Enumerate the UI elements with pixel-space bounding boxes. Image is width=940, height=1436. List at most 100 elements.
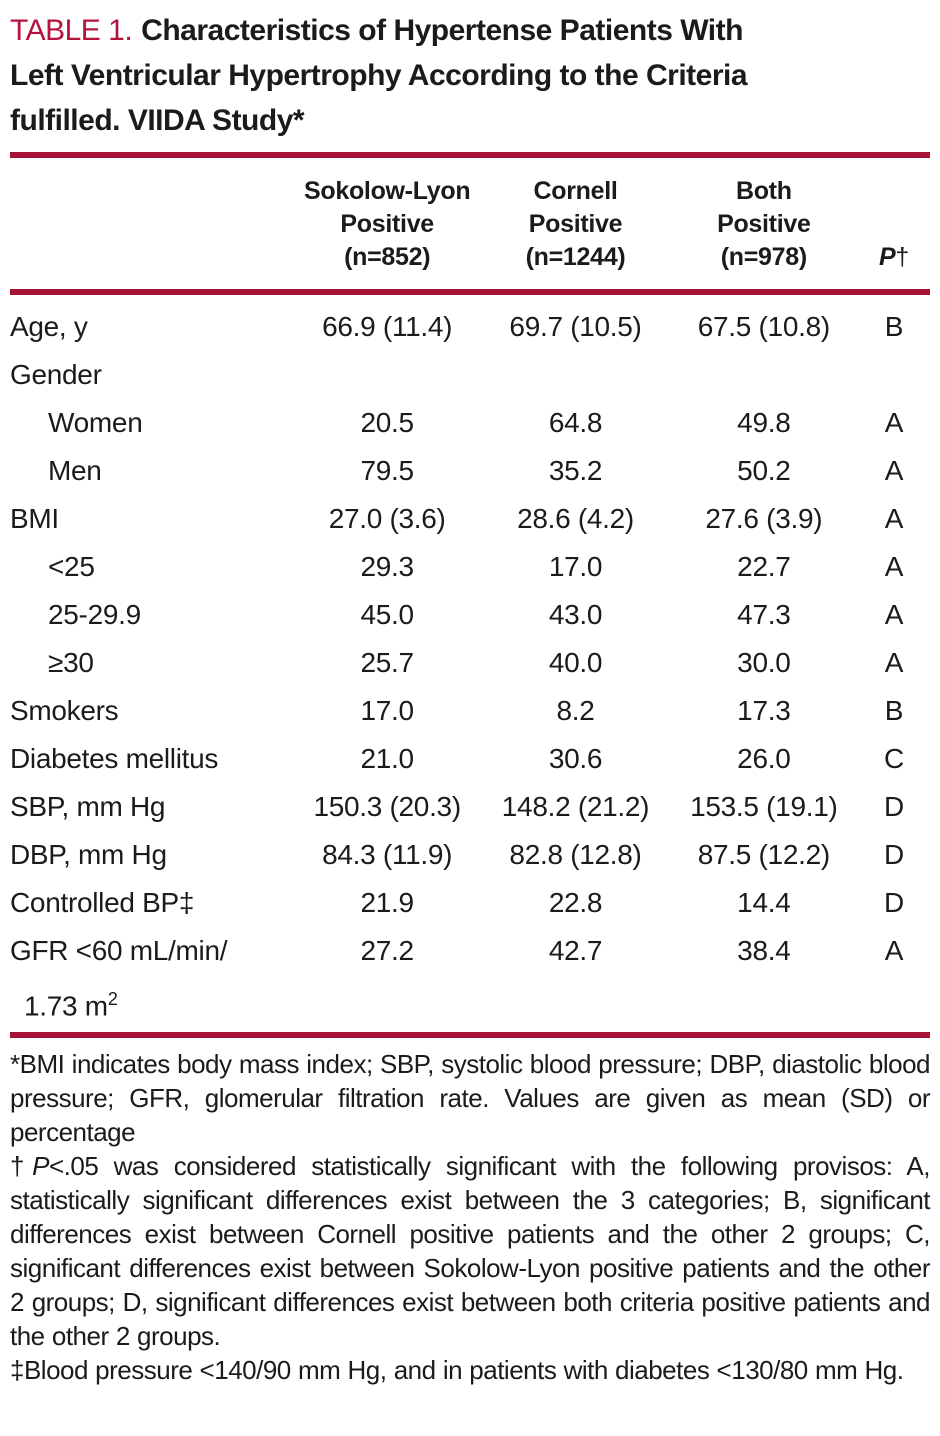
- header-cornell: Cornell Positive (n=1244): [481, 175, 669, 274]
- cell-cornell: 30.6: [548, 743, 603, 774]
- cell-cornell: 42.7: [548, 935, 603, 966]
- row-label-text: Age, y: [10, 311, 88, 342]
- row-label: BMI: [10, 495, 293, 543]
- cell-both: 47.3: [737, 599, 791, 630]
- footnote-p-symbol: P: [32, 1151, 49, 1182]
- row-label-text: Men: [48, 455, 102, 486]
- table-row: Controlled BP‡ 21.9 22.8 14.4 D: [10, 879, 930, 927]
- cell-sokolow-lyon: 27.0 (3.6): [328, 503, 446, 534]
- header-p-value: P†: [858, 241, 930, 274]
- cell-p-value: D: [884, 887, 904, 918]
- cell-cornell: 28.6 (4.2): [517, 503, 634, 534]
- cell-both: 67.5 (10.8): [697, 311, 830, 342]
- cell-both: 27.6 (3.9): [705, 503, 823, 534]
- row-label-text: GFR <60 mL/min/: [10, 935, 228, 966]
- cell-p-value: A: [884, 455, 904, 486]
- cell-p-value: B: [884, 311, 904, 342]
- cell-sokolow-lyon: 66.9 (11.4): [322, 311, 453, 342]
- cell-both: 87.5 (12.2): [697, 839, 830, 870]
- cell-p-value: D: [884, 839, 904, 870]
- cell-cornell: 17.0: [548, 551, 603, 582]
- row-label: Controlled BP‡: [10, 879, 293, 927]
- row-label: Age, y: [10, 303, 293, 351]
- header-line2: Positive: [717, 210, 811, 238]
- cell-sokolow-lyon: 29.3: [360, 551, 415, 582]
- row-label-text: BMI: [10, 503, 59, 534]
- footnote-p-value: †P<.05 was considered statistically sign…: [10, 1149, 931, 1353]
- table-row: Men 79.5 35.2 50.2 A: [10, 447, 930, 495]
- cell-cornell: 82.8 (12.8): [509, 839, 642, 870]
- cell-p-value: A: [884, 599, 904, 630]
- cell-both: 50.2: [737, 455, 791, 486]
- cell-both: 38.4: [737, 935, 791, 966]
- cell-p-value: A: [884, 551, 904, 582]
- row-label-text: 25-29.9: [48, 599, 141, 630]
- row-label: GFR <60 mL/min/ 1.73 m2: [10, 927, 293, 1030]
- row-label-text: DBP, mm Hg: [10, 839, 167, 870]
- table-row: Gender: [10, 351, 930, 399]
- cell-p-value: A: [884, 935, 904, 966]
- footnote-blood-pressure: ‡Blood pressure <140/90 mm Hg, and in pa…: [10, 1355, 904, 1386]
- row-label-text: SBP, mm Hg: [10, 791, 166, 822]
- table-row: Smokers 17.0 8.2 17.3 B: [10, 687, 930, 735]
- table-row: Age, y 66.9 (11.4) 69.7 (10.5) 67.5 (10.…: [10, 303, 930, 351]
- row-label-line2: 1.73 m2: [10, 975, 293, 1030]
- row-label: DBP, mm Hg: [10, 831, 293, 879]
- cell-p-value: C: [884, 743, 904, 774]
- cell-sokolow-lyon: 17.0: [360, 695, 415, 726]
- cell-sokolow-lyon: 20.5: [360, 407, 415, 438]
- cell-both: 14.4: [737, 887, 791, 918]
- top-rule: [10, 152, 930, 158]
- cell-sokolow-lyon: 150.3 (20.3): [313, 791, 461, 822]
- cell-p-value: A: [884, 503, 904, 534]
- row-label-text: Diabetes mellitus: [10, 743, 219, 774]
- cell-cornell: 40.0: [548, 647, 603, 678]
- table-row: Diabetes mellitus 21.0 30.6 26.0 C: [10, 735, 930, 783]
- cell-both: 49.8: [737, 407, 791, 438]
- table-row: DBP, mm Hg 84.3 (11.9) 82.8 (12.8) 87.5 …: [10, 831, 930, 879]
- row-label-text: Women: [48, 407, 143, 438]
- superscript: 2: [107, 989, 118, 1009]
- table-row: <25 29.3 17.0 22.7 A: [10, 543, 930, 591]
- header-line3: (n=1244): [525, 243, 626, 271]
- cell-sokolow-lyon: 84.3 (11.9): [322, 839, 453, 870]
- cell-sokolow-lyon: 25.7: [360, 647, 415, 678]
- row-label-text: <25: [48, 551, 95, 582]
- row-label: Gender: [10, 351, 293, 399]
- header-line1: Cornell: [533, 177, 618, 205]
- cell-cornell: 22.8: [548, 887, 603, 918]
- row-label: Men: [10, 447, 293, 495]
- header-line3: (n=978): [720, 243, 807, 271]
- cell-both: 26.0: [737, 743, 791, 774]
- table-body: Age, y 66.9 (11.4) 69.7 (10.5) 67.5 (10.…: [10, 295, 930, 1030]
- row-label-text: Controlled BP‡: [10, 887, 195, 918]
- row-label: Smokers: [10, 687, 293, 735]
- cell-both: 22.7: [737, 551, 791, 582]
- table-title: TABLE 1. Characteristics of Hypertense Pa…: [10, 6, 930, 143]
- table-number-label: TABLE 1.: [10, 14, 133, 47]
- cell-p-value: B: [884, 695, 904, 726]
- header-line1: Both: [735, 177, 792, 205]
- row-label: Women: [10, 399, 293, 447]
- table-row: GFR <60 mL/min/ 1.73 m2 27.2 42.7 38.4 A: [10, 927, 930, 1030]
- footnote-p-text: <.05 was considered statistically signif…: [10, 1151, 931, 1352]
- table-title-text: Characteristics of Hypertense Patients W…: [10, 14, 748, 137]
- table-row: SBP, mm Hg 150.3 (20.3) 148.2 (21.2) 153…: [10, 783, 930, 831]
- table-header-row: Sokolow-Lyon Positive (n=852) Cornell Po…: [10, 158, 930, 289]
- header-sokolow-lyon: Sokolow-Lyon Positive (n=852): [293, 175, 481, 274]
- cell-cornell: 64.8: [548, 407, 603, 438]
- header-line2: Positive: [528, 210, 623, 238]
- cell-cornell: 35.2: [548, 455, 603, 486]
- footnote-abbreviations: *BMI indicates body mass index; SBP, sys…: [10, 1049, 931, 1148]
- cell-sokolow-lyon: 27.2: [360, 935, 415, 966]
- table-row: ≥30 25.7 40.0 30.0 A: [10, 639, 930, 687]
- row-label-line2-text: 1.73 m: [24, 990, 108, 1022]
- row-label-text: Gender: [10, 359, 102, 390]
- footnote-dagger: †: [10, 1151, 33, 1182]
- cell-sokolow-lyon: 45.0: [360, 599, 415, 630]
- p-symbol: P: [878, 243, 896, 271]
- cell-sokolow-lyon: 21.0: [360, 743, 415, 774]
- row-label-text: Smokers: [10, 695, 119, 726]
- bottom-rule: [10, 1032, 930, 1039]
